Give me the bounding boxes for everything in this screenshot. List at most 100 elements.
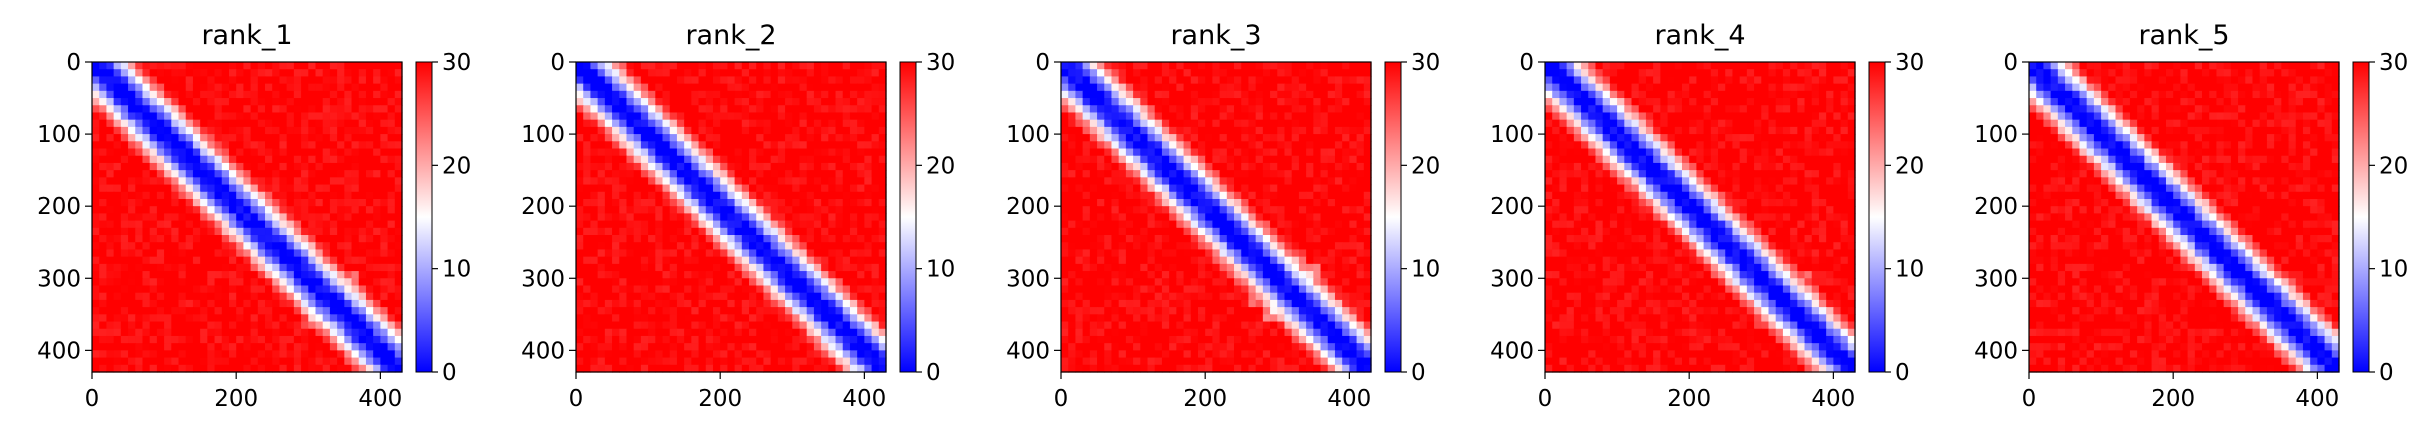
heatmap-cell [373, 314, 381, 323]
heatmap-cell [698, 90, 707, 99]
heatmap-cell [583, 112, 592, 121]
heatmap-cell [749, 364, 757, 373]
heatmap-cell [576, 76, 584, 85]
heatmap-cell [720, 357, 728, 366]
heatmap-cell [705, 112, 714, 121]
heatmap-cell [691, 364, 700, 373]
heatmap-cell [200, 292, 208, 301]
heatmap-cell [1154, 83, 1163, 92]
heatmap-cell [785, 62, 793, 70]
heatmap-cell [272, 206, 281, 214]
heatmap-cell [1313, 76, 1322, 85]
heatmap-cell [849, 98, 858, 106]
heatmap-cell [113, 357, 122, 366]
heatmap-cell [1226, 170, 1235, 178]
heatmap-cell [301, 213, 309, 222]
heatmap-cell [712, 69, 721, 78]
heatmap-cell [1061, 83, 1069, 92]
heatmap-cell [604, 98, 613, 106]
heatmap-cell [821, 328, 829, 337]
heatmap-cell [712, 256, 721, 265]
heatmap-cell [279, 69, 288, 78]
heatmap-cell [128, 227, 136, 236]
heatmap-cell [821, 206, 829, 214]
heatmap-cell [1327, 90, 1336, 99]
heatmap-cell [200, 299, 208, 308]
heatmap-cell [1089, 69, 1098, 78]
heatmap-cell [1133, 235, 1141, 243]
heatmap-cell [648, 350, 656, 359]
heatmap-cell [142, 350, 151, 359]
heatmap-cell [1248, 112, 1257, 121]
heatmap-cell [1298, 69, 1307, 78]
heatmap-cell [120, 307, 129, 315]
heatmap-cell [1334, 256, 1343, 265]
heatmap-cell [250, 242, 259, 251]
heatmap-cell [712, 242, 721, 251]
heatmap-cell [228, 184, 237, 193]
heatmap-cell [597, 271, 606, 279]
heatmap-cell [1161, 220, 1170, 229]
heatmap-cell [720, 198, 728, 207]
heatmap-cell [864, 83, 873, 92]
heatmap-cell [387, 242, 396, 251]
heatmap-cell [878, 141, 887, 150]
heatmap-cell [1097, 76, 1105, 85]
heatmap-cell [878, 227, 887, 236]
heatmap-cell [828, 256, 837, 265]
heatmap-cell [1082, 134, 1091, 142]
heatmap-cell [684, 321, 692, 330]
heatmap-cell [806, 162, 815, 171]
heatmap-cell [849, 350, 858, 359]
heatmap-cell [648, 299, 656, 308]
heatmap-cell [1320, 126, 1329, 135]
heatmap-cell [734, 335, 743, 344]
heatmap-cell [583, 69, 592, 78]
heatmap-cell [749, 227, 757, 236]
heatmap-cell [763, 357, 772, 366]
colorbar-tick-label: 30 [442, 50, 471, 76]
heatmap-cell [135, 321, 144, 330]
heatmap-cell [337, 206, 345, 214]
heatmap-cell [1270, 76, 1278, 85]
heatmap-cell [712, 263, 721, 272]
heatmap-cell [380, 198, 389, 207]
heatmap-cell [228, 83, 237, 92]
heatmap-cell [813, 198, 822, 207]
heatmap-cell [871, 105, 880, 114]
heatmap-cell [293, 213, 302, 222]
heatmap-cell [684, 170, 692, 178]
heatmap-cell [1097, 69, 1105, 78]
heatmap-cell [1205, 198, 1213, 207]
heatmap-cell [1327, 141, 1336, 150]
heatmap-cell [214, 98, 223, 106]
heatmap-cell [590, 62, 599, 70]
heatmap-cell [684, 242, 692, 251]
heatmap-cell [243, 357, 252, 366]
heatmap-cell [821, 242, 829, 251]
heatmap-cell [214, 307, 223, 315]
heatmap-cell [590, 285, 599, 294]
heatmap-cell [871, 242, 880, 251]
heatmap-cell [756, 328, 765, 337]
heatmap-cell [149, 126, 158, 135]
heatmap-cell [286, 191, 295, 200]
heatmap-cell [1161, 69, 1170, 78]
heatmap-cell [763, 242, 772, 251]
heatmap-cell [576, 364, 584, 373]
heatmap-cell [1298, 256, 1307, 265]
heatmap-cell [1212, 256, 1221, 265]
heatmap-cell [1298, 198, 1307, 207]
heatmap-cell [676, 220, 685, 229]
heatmap-cell [135, 335, 144, 344]
heatmap-cell [200, 134, 208, 142]
heatmap-cell [387, 105, 396, 114]
heatmap-cell [265, 198, 273, 207]
heatmap-cell [1255, 249, 1264, 258]
heatmap-cell [871, 141, 880, 150]
heatmap-cell [648, 62, 656, 70]
heatmap-cell [322, 292, 331, 301]
heatmap-cell [604, 126, 613, 135]
heatmap-cell [1097, 256, 1105, 265]
heatmap-cell [380, 69, 389, 78]
